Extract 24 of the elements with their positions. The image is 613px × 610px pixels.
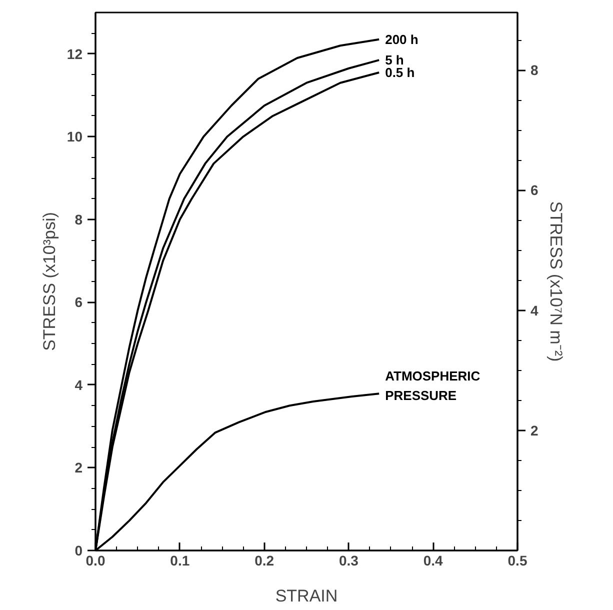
y-tick-label: 2 xyxy=(74,460,83,476)
series-label: 200 h xyxy=(385,32,418,47)
y-tick-label: 12 xyxy=(66,46,83,62)
x-tick-label: 0.1 xyxy=(170,552,190,568)
series-label: 0.5 h xyxy=(385,65,415,80)
y-tick-label: 0 xyxy=(74,542,83,558)
y-tick-label: 4 xyxy=(74,376,83,393)
x-tick-label: 0.3 xyxy=(338,552,359,568)
series-label: 5 h xyxy=(385,52,404,68)
x-tick-label: 0.5 xyxy=(508,552,528,568)
y2-tick-label: 2 xyxy=(530,422,538,438)
y-tick-label: 6 xyxy=(74,294,83,310)
y-tick-label: 8 xyxy=(74,211,83,228)
series-label: ATMOSPHERIC PRESSURE xyxy=(385,368,481,403)
x-tick-label: 0.2 xyxy=(254,552,274,568)
y2-tick-label: 6 xyxy=(530,182,538,198)
y-axis-title: STRESS (x10³psi) xyxy=(40,212,59,351)
y2-tick-label: 4 xyxy=(530,302,538,318)
x-tick-label: 0.4 xyxy=(423,552,444,568)
y2-tick-label: 8 xyxy=(530,62,538,78)
y-tick-label: 10 xyxy=(66,128,83,145)
x-axis-title: STRAIN xyxy=(275,586,338,606)
x-tick-label: 0.0 xyxy=(86,552,106,568)
y2-axis-title: STRESS (x10⁷N m⁻²) xyxy=(546,201,566,362)
